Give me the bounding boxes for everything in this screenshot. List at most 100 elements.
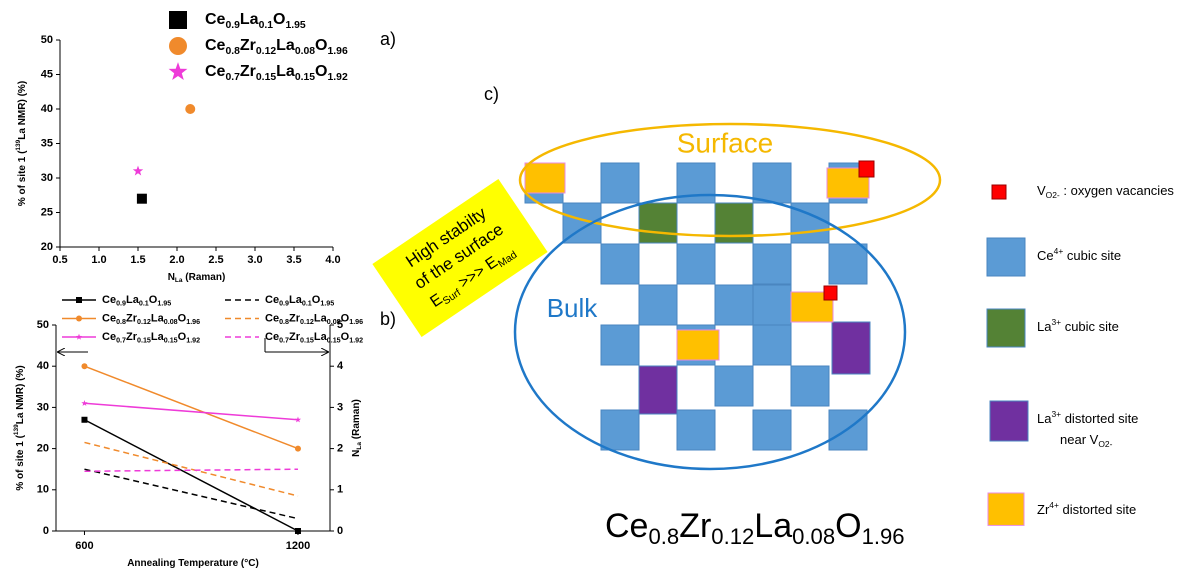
legend-label: La3+ distorted site (1037, 409, 1138, 426)
text-part: 3+ (1051, 409, 1061, 419)
legend-label: Ce0.9La0.1O1.95 (102, 294, 171, 307)
text-part: Ce (265, 294, 279, 306)
legend-label: Ce0.7Zr0.15La0.15O1.92 (265, 331, 363, 344)
text-part: 1.92 (186, 336, 200, 344)
y-tick-label: 50 (37, 319, 49, 331)
lattice-site (525, 163, 565, 193)
text-part: 1.92 (328, 72, 348, 83)
lattice-site (601, 163, 639, 203)
text-part: 0.9 (225, 20, 240, 31)
text-part: 0.7 (279, 336, 289, 344)
lattice-site (829, 244, 867, 284)
panel-label: c) (484, 84, 499, 104)
marker (137, 194, 147, 204)
text-part: 0.8 (225, 46, 240, 57)
text-part: 1.95 (157, 299, 171, 307)
text-part: La (754, 507, 792, 545)
marker (76, 316, 82, 322)
y-tick-label: 30 (41, 172, 53, 184)
text-part: Zr (126, 312, 138, 324)
lattice-site (677, 410, 715, 450)
vacancy (859, 161, 874, 177)
text-part: Ce (265, 331, 279, 343)
text-part: Ce (205, 63, 226, 80)
lattice-site (753, 244, 791, 284)
text-part: 1.92 (349, 336, 363, 344)
text-part: N (168, 272, 175, 283)
text-part: cubic site (1063, 248, 1121, 263)
text-part: Ce (205, 11, 226, 28)
marker (169, 37, 187, 55)
y-tick-label: 40 (37, 360, 49, 372)
text-part: Ce (605, 507, 648, 545)
x-axis-label: Annealing Temperature (°C) (127, 558, 259, 569)
text-part: 0.15 (327, 336, 341, 344)
legend-label: Ce0.9La0.1O1.95 (205, 11, 306, 30)
marker (76, 334, 82, 340)
legend-swatch (990, 401, 1028, 441)
legend-label: Ce0.7Zr0.15La0.15O1.92 (102, 331, 200, 344)
text-part: 0.12 (300, 318, 314, 326)
text-part: cubic site (1061, 319, 1119, 334)
x-tick-label: 4.0 (325, 254, 340, 266)
text-part: La NMR) (%) (15, 365, 26, 424)
marker (133, 166, 143, 176)
text-part: 0.12 (137, 318, 151, 326)
legend-swatch (988, 493, 1024, 525)
text-part: O2- (1046, 190, 1060, 200)
lattice-site (753, 410, 791, 450)
text-part: La (151, 312, 165, 324)
text-part: V (1037, 183, 1046, 198)
text-part: 4+ (1049, 500, 1059, 510)
lattice-site (753, 325, 791, 365)
text-part: 4+ (1054, 246, 1064, 256)
text-part: O (273, 11, 285, 28)
text-part: Ce (265, 312, 279, 324)
figure: a) b) c) SurfaceBulkHigh stabiltyof the … (0, 0, 1178, 571)
lattice-site (677, 330, 719, 360)
y-axis-label: % of site 1 (139La NMR) (%) (13, 365, 26, 490)
legend-label: near VO2- (1060, 432, 1113, 449)
text-part: 0.8 (279, 318, 289, 326)
marker (185, 104, 195, 114)
marker (169, 11, 187, 29)
text-part: O2- (1098, 439, 1112, 449)
y-tick-label: 45 (41, 68, 53, 80)
text-part: Ce (205, 37, 226, 54)
y-axis-label: % of site 1 (139La NMR) (%) (15, 81, 28, 206)
marker (295, 528, 301, 534)
text-part: 1.96 (349, 318, 363, 326)
text-part: near V (1060, 432, 1099, 447)
lattice-site (601, 410, 639, 450)
text-part: 0.08 (164, 318, 178, 326)
text-part: : oxygen vacancies (1060, 183, 1175, 198)
x-tick-label: 1200 (286, 540, 310, 552)
marker (76, 297, 82, 303)
text-part: 0.15 (256, 72, 276, 83)
lattice-site (601, 325, 639, 365)
surface-label: Surface (677, 127, 774, 158)
y-tick-label: 20 (37, 443, 49, 455)
x-tick-label: 3.5 (286, 254, 301, 266)
marker (169, 62, 188, 80)
legend-label: Ce0.8Zr0.12La0.08O1.96 (205, 37, 348, 56)
panel-label: a) (380, 29, 396, 49)
lattice-site (715, 366, 753, 406)
text-part: La (276, 63, 295, 80)
text-part: Ce (1037, 248, 1054, 263)
text-part: 0.9 (279, 299, 289, 307)
text-part: (Raman) (183, 272, 226, 283)
text-part: La (289, 294, 303, 306)
lattice-site (753, 163, 791, 203)
series-line (84, 403, 298, 419)
text-part: 1.96 (328, 46, 348, 57)
lattice-site (677, 244, 715, 284)
x-axis-label: NLa (Raman) (168, 272, 226, 284)
text-part: O (315, 37, 327, 54)
legend-label: La3+ cubic site (1037, 317, 1119, 334)
text-part: La (126, 294, 140, 306)
text-part: 0.08 (295, 46, 315, 57)
y2-axis-label: NLa (Raman) (351, 399, 363, 457)
text-part: 139 (13, 424, 20, 435)
